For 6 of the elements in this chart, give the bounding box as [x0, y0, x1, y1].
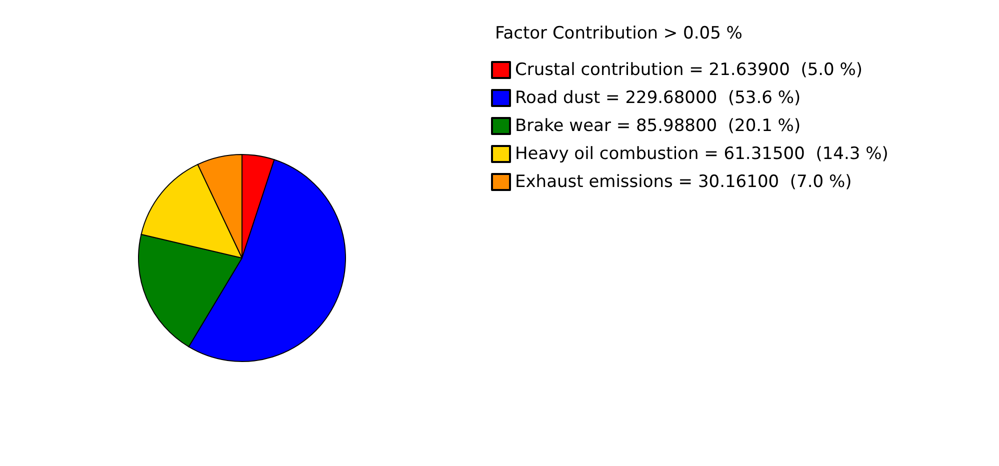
- legend-label: Heavy oil combustion = 61.31500 (14.3 %): [515, 144, 888, 164]
- legend-label: Crustal contribution = 21.63900 (5.0 %): [515, 60, 863, 80]
- legend-label: Brake wear = 85.98800 (20.1 %): [515, 116, 801, 136]
- legend-title: Factor Contribution > 0.05 %: [495, 24, 742, 44]
- legend-label: Road dust = 229.68000 (53.6 %): [515, 88, 801, 108]
- legend-label: Exhaust emissions = 30.16100 (7.0 %): [515, 172, 852, 192]
